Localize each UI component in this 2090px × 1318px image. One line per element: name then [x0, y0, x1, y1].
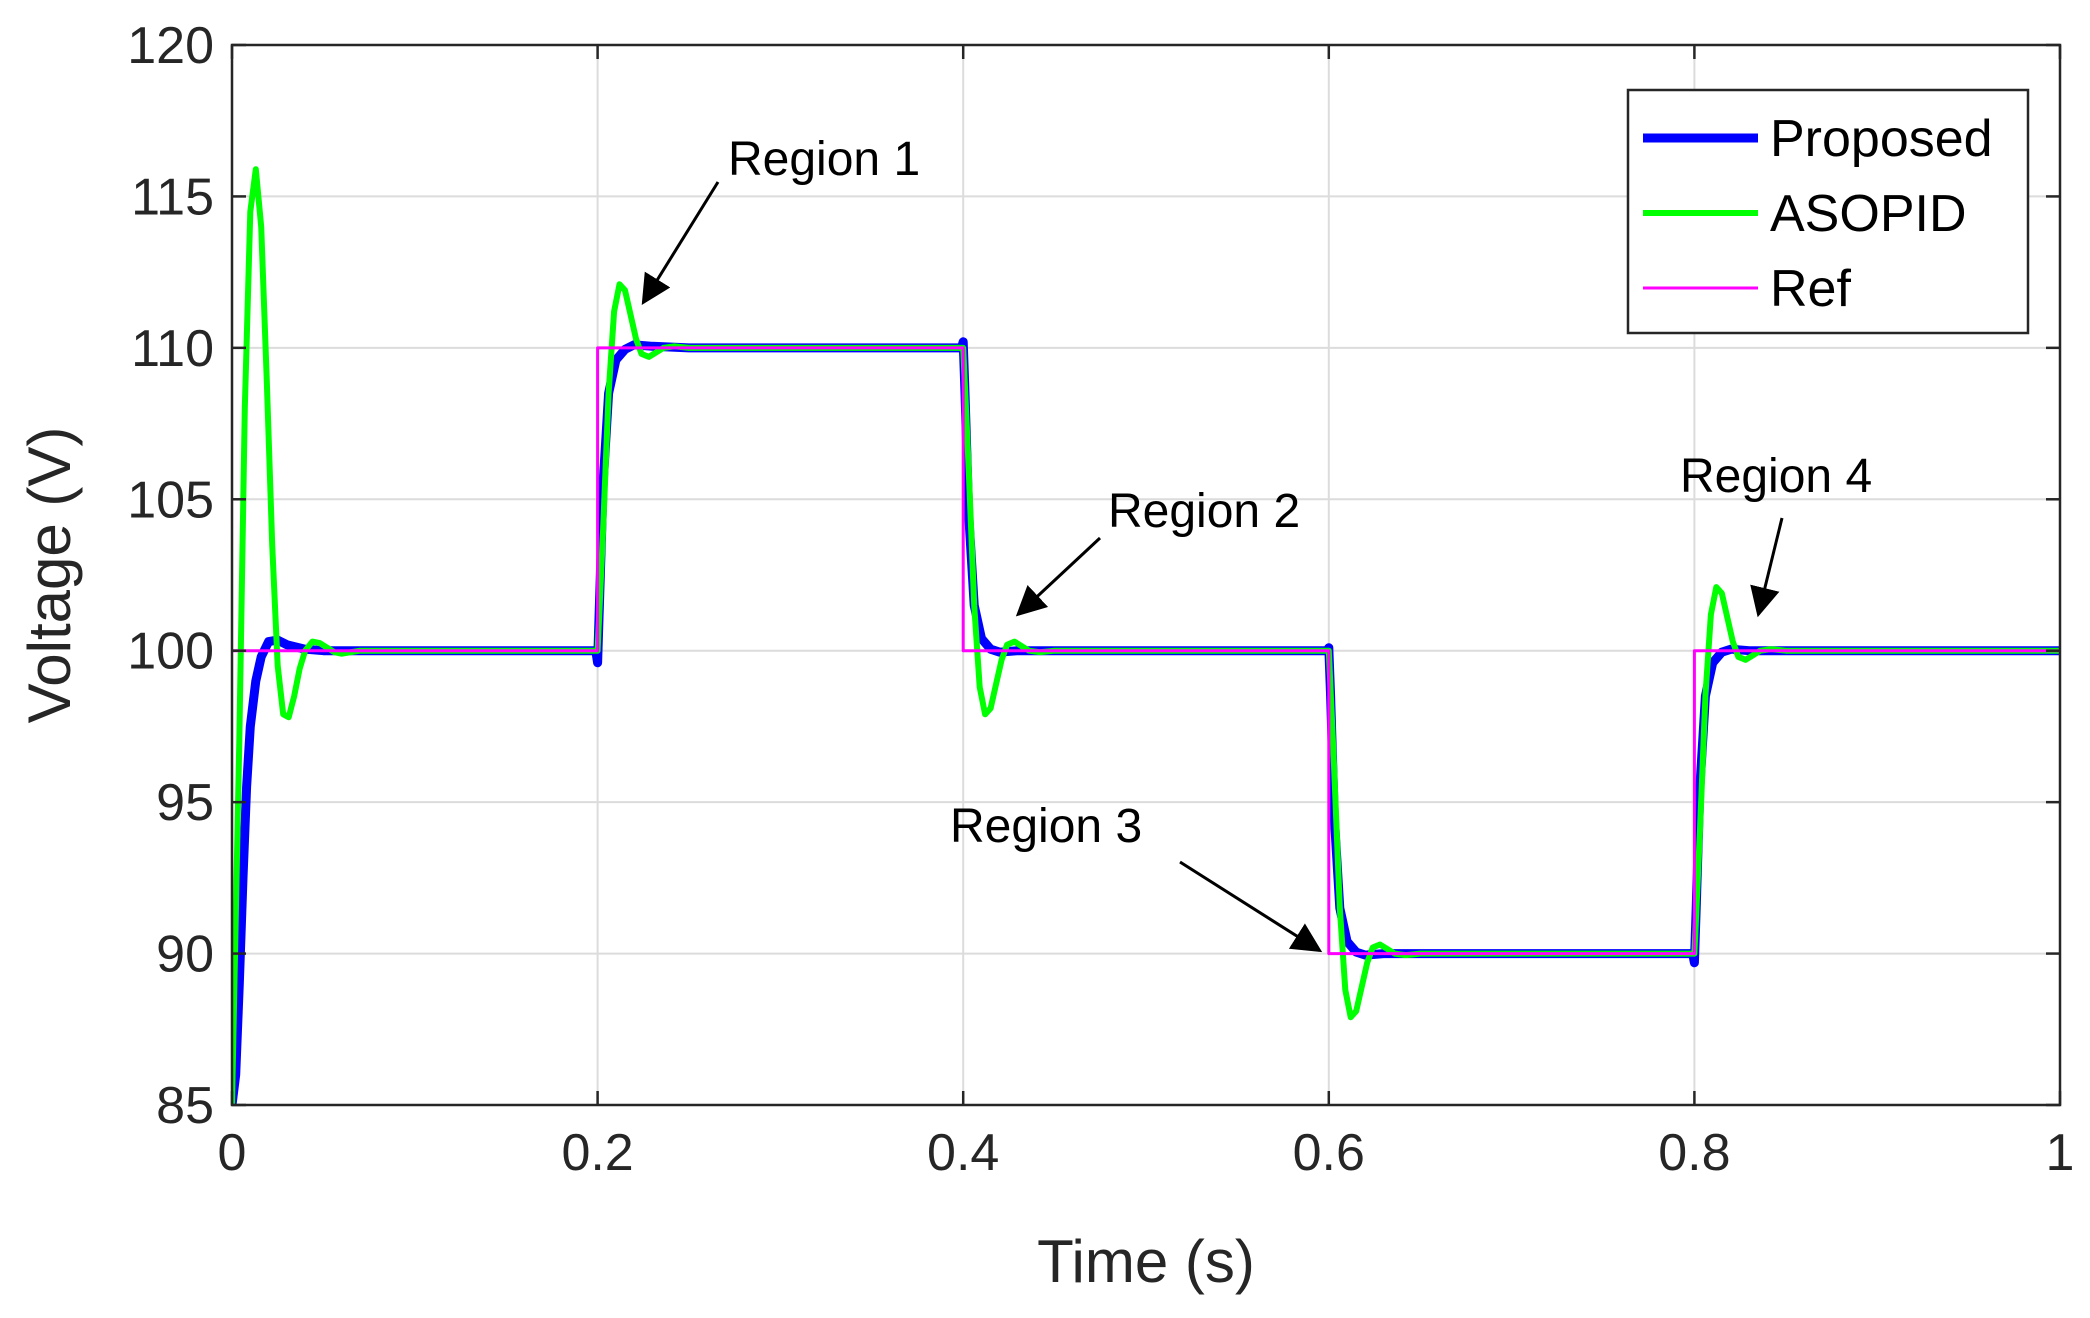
x-tick-label: 0.4: [927, 1124, 999, 1182]
annotation-arrow: [1015, 536, 1102, 617]
axis-frame: [230, 43, 2062, 1107]
annotation-label: Region 3: [950, 800, 1142, 853]
annotation-arrow: [1179, 860, 1323, 953]
annotation-label: Region 4: [1680, 450, 1872, 503]
y-tick-label: 105: [127, 471, 214, 529]
series-line-asopid: [232, 166, 2060, 1105]
y-tick-label: 95: [156, 774, 214, 832]
legend-label-ref: Ref: [1770, 260, 1851, 318]
series-line-ref: [232, 346, 2060, 956]
legend-label-asopid: ASOPID: [1770, 185, 1967, 243]
annotation-arrow: [641, 181, 720, 305]
annotation-label: Region 1: [728, 133, 920, 186]
x-tick-label: 0.2: [561, 1124, 633, 1182]
x-tick-label: 0.8: [1658, 1124, 1730, 1182]
y-tick-label: 110: [131, 320, 214, 378]
annotations: Region 1 Region 2 Region 3 Region 4: [641, 133, 1872, 953]
y-tick-label: 85: [156, 1077, 214, 1135]
x-tick-label: 0: [218, 1124, 247, 1182]
x-tick-label: 0.6: [1293, 1124, 1365, 1182]
y-tick-label: 120: [127, 17, 214, 75]
y-tick-label: 100: [127, 623, 214, 681]
y-axis-label: Voltage (V): [16, 427, 83, 724]
annotation-label: Region 2: [1108, 485, 1300, 538]
tick-labels: 0 0.2 0.4 0.6 0.8 1 85 90 95 100 105 110 115 120: [127, 17, 2074, 1182]
legend-label-proposed: Proposed: [1770, 110, 1993, 168]
y-tick-label: 90: [156, 926, 214, 984]
legend: Proposed ASOPID Ref: [1626, 88, 2030, 335]
x-axis-label: Time (s): [1037, 1228, 1255, 1295]
ticks: [230, 43, 2062, 1107]
annotation-arrow: [1750, 517, 1784, 618]
x-tick-label: 1: [2046, 1124, 2075, 1182]
y-tick-label: 115: [131, 168, 214, 226]
series-layer: [232, 166, 2060, 1105]
